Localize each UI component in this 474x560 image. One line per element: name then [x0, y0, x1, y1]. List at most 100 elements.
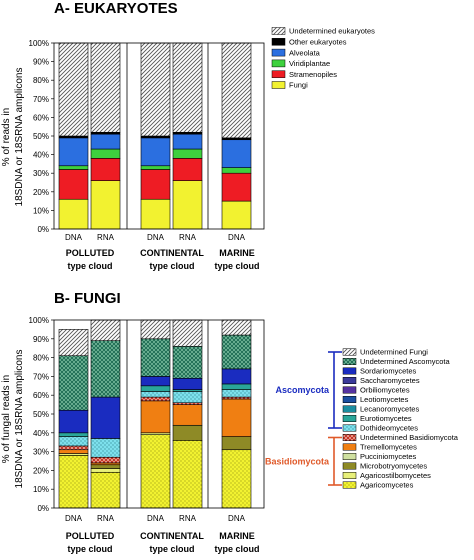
bar-segment-undetermined-fungi: [90, 319, 121, 341]
bar-segment-undetermined-fungi: [58, 329, 89, 357]
bar-segment-agaricomycetes: [58, 455, 89, 509]
legend-label: Orbiliomycetes: [360, 386, 410, 395]
legend-swatch: [271, 59, 286, 68]
legend-swatch: [271, 81, 286, 89]
bar-segment-undetermined-basidiomycota: [90, 456, 121, 464]
bar-segment-agaricomycetes: [140, 434, 171, 509]
bar-segment-undetermined-ascomycota: [221, 334, 252, 370]
group-label: POLLUTED: [66, 531, 115, 541]
bar-segment-eurotiomycetes: [140, 385, 171, 392]
bar-segment-viridiplantae: [172, 148, 203, 159]
bar-segment-sordariomycetes: [172, 377, 203, 390]
bar-segment-alveolata: [90, 133, 121, 150]
legend-label: Eurotiomycetes: [360, 414, 412, 423]
y-tick-label: 50%: [33, 132, 49, 141]
bar-segment-alveolata: [221, 139, 252, 168]
bar-segment-viridiplantae: [140, 165, 171, 170]
bar-segment-stramenopiles: [58, 169, 89, 200]
legend-swatch: [271, 48, 286, 57]
group-label: CONTINENTAL: [140, 531, 204, 541]
legend-swatch: [342, 386, 357, 394]
legend-label: Other eukaryotes: [289, 38, 347, 47]
legend-label: Dothideomycetes: [360, 424, 418, 433]
bar-segment-undetermined-ascomycota: [172, 346, 203, 379]
bar-segment-undetermined-fungi: [221, 319, 252, 336]
y-tick-label: 70%: [33, 95, 49, 104]
y-tick-label: 20%: [33, 188, 49, 197]
plot-frame: [53, 42, 265, 230]
x-category-label: DNA: [147, 233, 165, 242]
y-tick-label: 100%: [29, 316, 49, 325]
bar-segment-undetermined-basidiomycota: [58, 445, 89, 451]
panel-b-plot: 0% 10% 20% 30% 40% 50% 60% 70% 80% 90% 100% DNA RNA D…: [29, 316, 459, 554]
bar-segment-dothideomycetes: [90, 438, 121, 458]
y-tick-label: 40%: [33, 429, 49, 438]
bar-segment-sordariomycetes: [140, 376, 171, 387]
legend-label: Alveolata: [289, 48, 321, 57]
legend-label: Pucciniomycetes: [360, 452, 417, 461]
x-category-label: DNA: [147, 514, 165, 523]
bar-segment-stramenopiles: [90, 158, 121, 181]
panel-b-title: B- FUNGI: [54, 290, 121, 307]
bar-segment-alveolata: [140, 137, 171, 167]
bar-segment-eurotiomycetes: [58, 432, 89, 437]
group-label: CONTINENTAL: [140, 248, 204, 258]
bar-segment-fungi: [221, 200, 252, 230]
bar-segment-tremellomycetes: [58, 449, 89, 454]
legend-swatch: [342, 367, 357, 375]
bar-segment-sordariomycetes: [58, 409, 89, 434]
x-category-label: RNA: [97, 514, 115, 523]
bar-segment-tremellomycetes: [172, 404, 203, 426]
y-tick-label: 80%: [33, 76, 49, 85]
bar-segment-stramenopiles: [172, 158, 203, 181]
bar-segment-undetermined-eukaryotes: [221, 42, 252, 139]
y-tick-label: 60%: [33, 113, 49, 122]
legend-label: Stramenopiles: [289, 70, 337, 79]
legend-label: Lecanoromycetes: [360, 405, 419, 414]
bar-segment-undetermined-eukaryotes: [140, 42, 171, 137]
group-sublabel: type cloud: [214, 261, 259, 271]
y-tick-label: 10%: [33, 485, 49, 494]
legend-swatch: [271, 70, 286, 78]
legend-swatch: [342, 415, 357, 422]
panel-a-plot: 0% 10% 20% 30% 40% 50% 60% 70% 80% 90% 100% DNA RNA D…: [29, 27, 376, 271]
bar-segment-fungi: [90, 180, 121, 230]
legend-label: Saccharomycetes: [360, 376, 420, 385]
y-tick-label: 90%: [33, 335, 49, 344]
x-category-label: DNA: [228, 233, 246, 242]
legend-swatch: [342, 348, 357, 356]
bar-segment-undetermined-fungi: [172, 319, 203, 347]
bar-segment-agaricomycetes: [90, 471, 121, 509]
bar-segment-undetermined-fungi: [140, 319, 171, 340]
group-sublabel: type cloud: [67, 261, 112, 271]
legend-label: Fungi: [289, 81, 308, 90]
legend-label: Undetermined Ascomycota: [360, 357, 450, 366]
bar-segment-sordariomycetes: [221, 368, 252, 385]
bar-segment-stramenopiles: [140, 169, 171, 200]
bar-segment-undetermined-ascomycota: [140, 338, 171, 377]
legend-swatch: [342, 472, 357, 479]
group-sublabel: type cloud: [149, 261, 194, 271]
legend-swatch: [342, 396, 357, 403]
plot-frame: [53, 319, 265, 509]
legend-label: Viridiplantae: [289, 59, 330, 68]
panel-a-title: A- EUKARYOTES: [54, 0, 178, 17]
legend-swatch: [342, 453, 357, 460]
bar-segment-fungi: [58, 198, 89, 230]
legend-label: Undetermined Basidiomycota: [360, 433, 459, 442]
x-category-label: RNA: [97, 233, 115, 242]
legend-label: Agaricomycetes: [360, 481, 414, 490]
bar-segment-alveolata: [172, 133, 203, 150]
x-category-label: RNA: [179, 233, 197, 242]
group-label: POLLUTED: [66, 248, 115, 258]
bracket-label: Ascomycota: [275, 385, 330, 395]
bar-segment-agaricostilbomycetes: [90, 468, 121, 473]
bar-segment-viridiplantae: [90, 148, 121, 159]
bar-segment-undetermined-basidiomycota: [140, 396, 171, 402]
bar-segment-sordariomycetes: [90, 396, 121, 439]
bar-segment-microbotryomycetes: [172, 424, 203, 441]
bar-segment-undetermined-eukaryotes: [172, 42, 203, 133]
group-label: MARINE: [219, 248, 255, 258]
panel-b-ylabel-line2: 18SDNA or 18SRNA amplicons: [14, 350, 25, 489]
panel-b-ylabel-line1: % of fungal reads in: [1, 375, 12, 463]
